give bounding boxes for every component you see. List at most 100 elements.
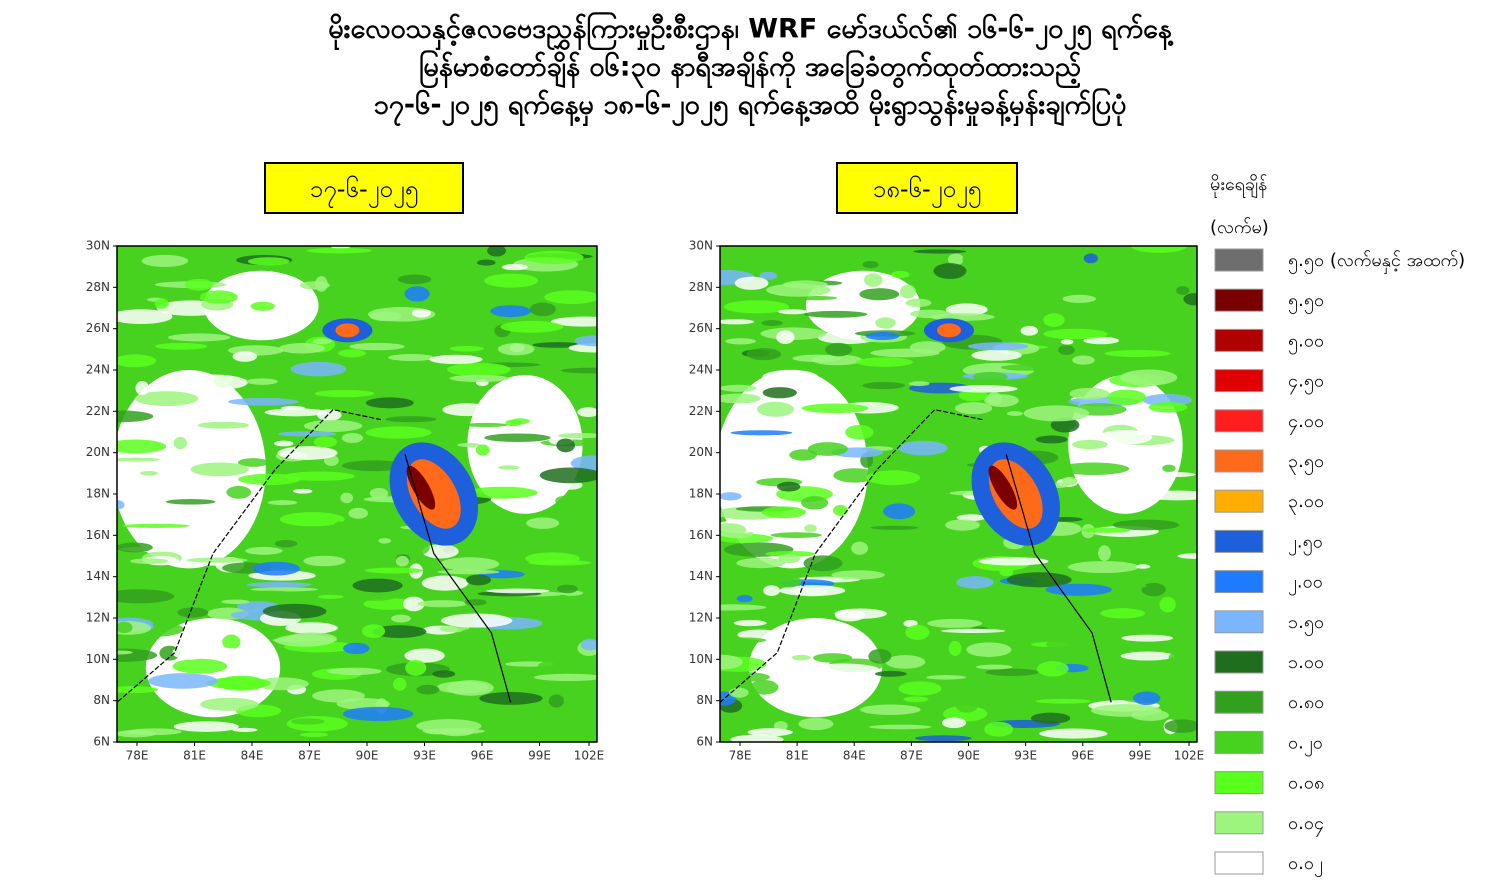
- rainfall-map: [117, 246, 597, 742]
- legend-swatch: [1214, 369, 1264, 393]
- y-tick-label: 10N: [689, 652, 713, 666]
- rain-cell: [121, 523, 190, 528]
- rain-cell: [240, 590, 296, 596]
- rain-cell: [736, 594, 753, 603]
- x-tick-label: 90E: [356, 749, 379, 763]
- rain-cell: [1069, 387, 1110, 400]
- x-tick-label: 78E: [126, 749, 149, 763]
- x-tick-label: 93E: [413, 749, 436, 763]
- rain-cell: [117, 686, 159, 694]
- rain-cell: [759, 271, 778, 280]
- rain-cell: [135, 381, 150, 396]
- rain-cell: [539, 467, 597, 484]
- rain-cell: [749, 680, 779, 695]
- rain-cell: [150, 480, 215, 488]
- rain-cell: [117, 542, 153, 553]
- rain-cell: [200, 697, 259, 711]
- rain-cell: [851, 541, 869, 555]
- rain-cell: [385, 416, 437, 423]
- rain-cell: [117, 715, 157, 729]
- y-tick-label: 26N: [86, 321, 110, 335]
- rain-cell: [967, 342, 1029, 351]
- rain-cell: [978, 557, 1049, 566]
- rain-cell: [457, 442, 481, 448]
- rain-cell: [1100, 608, 1145, 619]
- rain-cell: [765, 550, 816, 557]
- x-tick-label: 87E: [298, 749, 321, 763]
- heavy-rain: [936, 323, 961, 338]
- y-tick-label: 10N: [86, 652, 110, 666]
- y-tick-label: 14N: [689, 569, 713, 583]
- rain-cell: [475, 444, 490, 456]
- date-label: ၁၇-၆-၂၀၂၅: [310, 174, 418, 208]
- legend-unit: (လက်မ): [1210, 217, 1269, 238]
- rain-cell: [463, 422, 508, 428]
- rain-cell: [420, 374, 438, 380]
- rain-cell: [403, 596, 425, 612]
- y-tick-label: 12N: [689, 611, 713, 625]
- rain-cell: [801, 403, 869, 414]
- rain-cell: [862, 261, 879, 269]
- rain-cell: [899, 284, 916, 299]
- rain-cell: [505, 630, 561, 646]
- rain-cell: [903, 696, 929, 703]
- rain-cell: [763, 585, 780, 596]
- rain-cell: [868, 648, 892, 664]
- y-tick-label: 8N: [696, 693, 713, 707]
- y-tick-label: 14N: [86, 569, 110, 583]
- rain-cell: [984, 394, 1019, 407]
- rain-cell: [369, 487, 389, 499]
- rain-cell: [199, 290, 238, 304]
- rain-cell: [972, 371, 1008, 382]
- rain-cell: [782, 280, 828, 289]
- rain-cell: [484, 433, 551, 442]
- rain-cell: [548, 694, 565, 708]
- rain-cell: [1083, 336, 1120, 345]
- rain-cell: [798, 717, 834, 731]
- rain-cell: [550, 316, 597, 327]
- rain-cell: [913, 249, 967, 254]
- rain-cell: [497, 342, 535, 356]
- rain-cell: [1043, 328, 1108, 340]
- rain-cell: [404, 286, 430, 302]
- rain-cell: [197, 421, 249, 429]
- title-line: မိုးလေဝသနှင့်ဇလဗေဒညွှန်ကြားမှုဦးစီးဌာန၊ …: [328, 12, 1173, 51]
- rain-cell: [264, 408, 327, 417]
- rain-cell: [920, 565, 960, 582]
- y-tick-label: 6N: [93, 735, 110, 749]
- rain-cell: [1012, 396, 1060, 406]
- rain-cell: [556, 584, 578, 594]
- rain-cell: [279, 512, 345, 527]
- rain-cell: [776, 330, 795, 344]
- rain-cell: [274, 539, 298, 548]
- rain-cell: [1061, 476, 1078, 486]
- rain-cell: [556, 438, 575, 453]
- rain-cell: [312, 689, 365, 703]
- rain-cell: [228, 397, 299, 406]
- rain-cell: [117, 621, 133, 634]
- rain-cell: [792, 354, 842, 363]
- legend-swatch: [1214, 851, 1264, 875]
- rain-cell: [395, 555, 409, 567]
- rain-cell: [417, 600, 468, 608]
- rain-cell: [429, 354, 483, 365]
- rain-cell: [570, 455, 597, 472]
- rain-cell: [807, 442, 848, 456]
- rain-cell: [762, 387, 797, 399]
- rain-cell: [910, 309, 951, 319]
- rain-cell: [955, 699, 978, 713]
- rain-cell: [580, 638, 597, 651]
- y-tick-label: 16N: [86, 528, 110, 542]
- title-line: မြန်မာစံတော်ချိန် ၀၆:၃၀ နာရီအချိန်ကို အခ…: [419, 50, 1081, 89]
- rain-cell: [1164, 719, 1197, 733]
- rain-cell: [555, 495, 572, 506]
- rain-cell: [898, 681, 942, 696]
- rain-cell: [365, 397, 414, 409]
- rain-cell: [1120, 369, 1178, 386]
- coastline: [1005, 454, 1112, 703]
- rain-cell: [720, 492, 742, 501]
- rain-cell: [317, 594, 344, 599]
- y-tick-label: 28N: [86, 280, 110, 294]
- legend-swatch: [1214, 248, 1264, 272]
